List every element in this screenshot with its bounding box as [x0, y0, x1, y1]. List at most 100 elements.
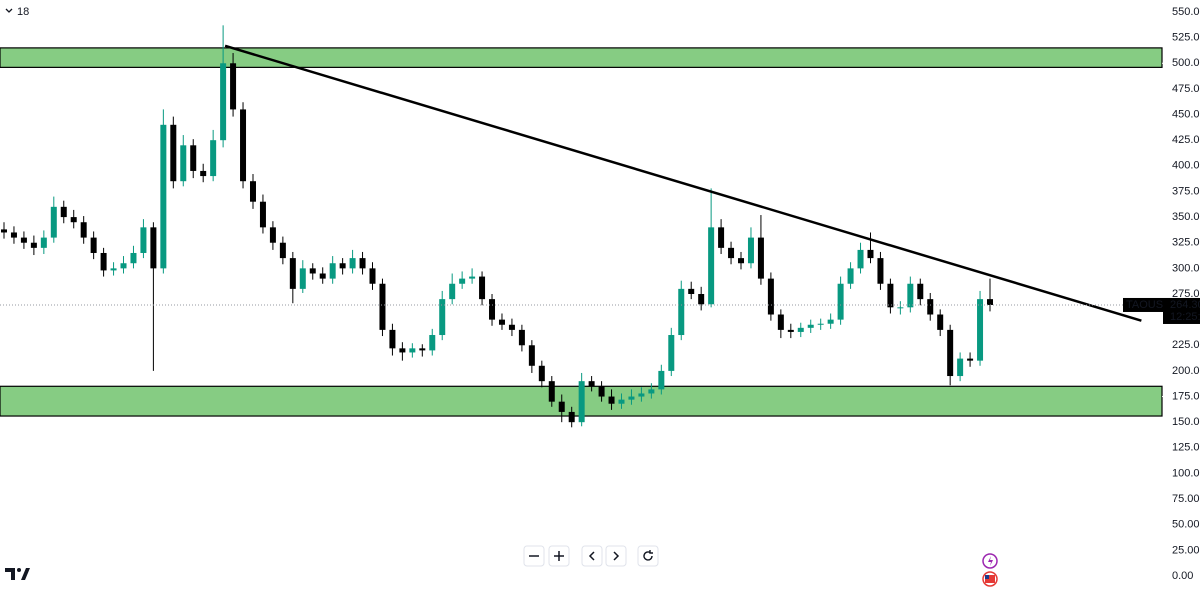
candle-body	[857, 249, 864, 269]
candle-body	[558, 401, 565, 412]
candle-body	[578, 381, 585, 423]
candle-body	[359, 258, 366, 269]
candle-body	[698, 294, 705, 305]
countdown-label: 12:25:	[1170, 311, 1200, 323]
candle-body	[90, 237, 97, 253]
candle-body	[777, 314, 784, 330]
candle-body	[787, 329, 794, 332]
candle-body	[230, 63, 237, 110]
candle-body	[598, 386, 605, 397]
y-tick-label: 25.00	[1172, 544, 1200, 556]
y-tick-label: 0.00	[1172, 570, 1193, 582]
candle-body	[20, 237, 27, 243]
candle-body	[70, 217, 77, 223]
candle-body	[249, 181, 256, 202]
candle-body	[718, 227, 725, 248]
candle-body	[807, 324, 814, 328]
y-tick-label: 75.00	[1172, 493, 1200, 505]
candle-body	[987, 299, 993, 305]
symbol-label: TAOUSD	[1126, 299, 1171, 311]
last-price-label: 264.30	[1170, 299, 1200, 311]
interval-selector[interactable]: 18	[0, 2, 34, 20]
candle-body	[399, 348, 406, 353]
candle-body	[349, 258, 356, 269]
y-tick-label: 150.00	[1172, 416, 1200, 428]
candle-body	[897, 307, 904, 309]
candle-body	[210, 140, 217, 177]
candle-body	[498, 319, 505, 325]
y-tick-label: 425.00	[1172, 134, 1200, 146]
candle-body	[967, 358, 974, 361]
candle-body	[757, 237, 764, 279]
candle-body	[190, 145, 197, 171]
candle-body	[429, 335, 436, 351]
candle-body	[688, 288, 695, 294]
plot-area	[0, 25, 1163, 428]
candle-body	[389, 329, 396, 349]
candle-body	[947, 329, 954, 377]
candle-body	[638, 393, 645, 397]
candle-body	[309, 268, 316, 274]
y-tick-label: 175.00	[1172, 390, 1200, 402]
region-flag-icon[interactable]	[982, 571, 998, 587]
y-tick-label: 450.00	[1172, 108, 1200, 120]
trendline	[224, 44, 1142, 322]
candle-body	[289, 258, 296, 289]
tv-logo	[5, 568, 30, 580]
y-tick-label: 400.00	[1172, 160, 1200, 172]
candle-body	[150, 227, 157, 269]
candle-body	[618, 399, 625, 404]
scroll-right-button[interactable]	[605, 545, 627, 567]
candle-body	[648, 389, 655, 394]
candle-body	[469, 276, 476, 279]
candle-body	[329, 263, 336, 279]
support-resistance-zone	[0, 47, 1163, 68]
candle-body	[797, 327, 804, 332]
zoom-in-button[interactable]	[548, 545, 570, 567]
candle-body	[588, 381, 595, 387]
candle-body	[817, 323, 824, 325]
candle-body	[538, 365, 545, 382]
candle-body	[479, 276, 486, 300]
candle-body	[110, 268, 117, 271]
scroll-left-button[interactable]	[581, 545, 603, 567]
symbol-tag	[1123, 297, 1163, 312]
candle-body	[339, 263, 346, 269]
candle-body	[508, 324, 515, 330]
alert-icon[interactable]	[982, 553, 998, 569]
candle-body	[80, 222, 87, 238]
candle-body	[708, 227, 715, 305]
candle-body	[628, 396, 635, 400]
y-tick-label: 200.00	[1172, 365, 1200, 377]
y-tick-label: 50.00	[1172, 519, 1200, 531]
y-tick-label: 475.00	[1172, 83, 1200, 95]
chevron	[5, 8, 13, 13]
candle-body	[279, 242, 286, 259]
candle-body	[518, 329, 525, 346]
candle-body	[827, 319, 834, 324]
zoom-out-button[interactable]	[523, 545, 545, 567]
candle-body	[240, 109, 247, 182]
candle-body	[747, 237, 754, 264]
y-tick-label: 225.00	[1172, 339, 1200, 351]
y-tick-label: 375.00	[1172, 185, 1200, 197]
candle-body	[887, 283, 894, 308]
candle-body	[160, 124, 167, 269]
candle-body	[409, 348, 416, 353]
candle-body	[728, 247, 735, 259]
candle-body	[877, 258, 884, 284]
candle-body	[140, 227, 147, 253]
candle-body	[459, 278, 466, 284]
candle-body	[180, 145, 187, 182]
y-tick-label: 300.00	[1172, 262, 1200, 274]
reset-button[interactable]	[637, 545, 659, 567]
candle-body	[907, 283, 914, 308]
candle-body	[269, 227, 276, 243]
candle-body	[528, 345, 535, 366]
candle-body	[489, 299, 496, 320]
candle-body	[608, 396, 615, 404]
candle-body	[568, 411, 575, 423]
y-tick-label: 500.00	[1172, 57, 1200, 69]
